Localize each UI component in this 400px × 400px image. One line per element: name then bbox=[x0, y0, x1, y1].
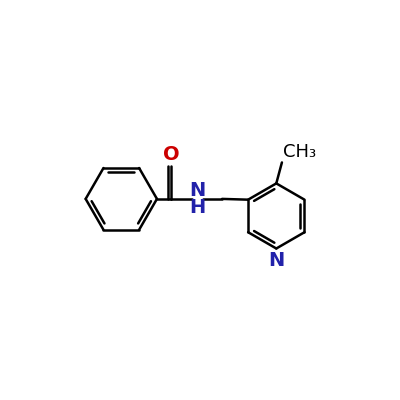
Text: N: N bbox=[268, 251, 284, 270]
Text: CH₃: CH₃ bbox=[284, 143, 316, 161]
Text: N
H: N H bbox=[189, 181, 205, 217]
Text: O: O bbox=[162, 145, 179, 164]
